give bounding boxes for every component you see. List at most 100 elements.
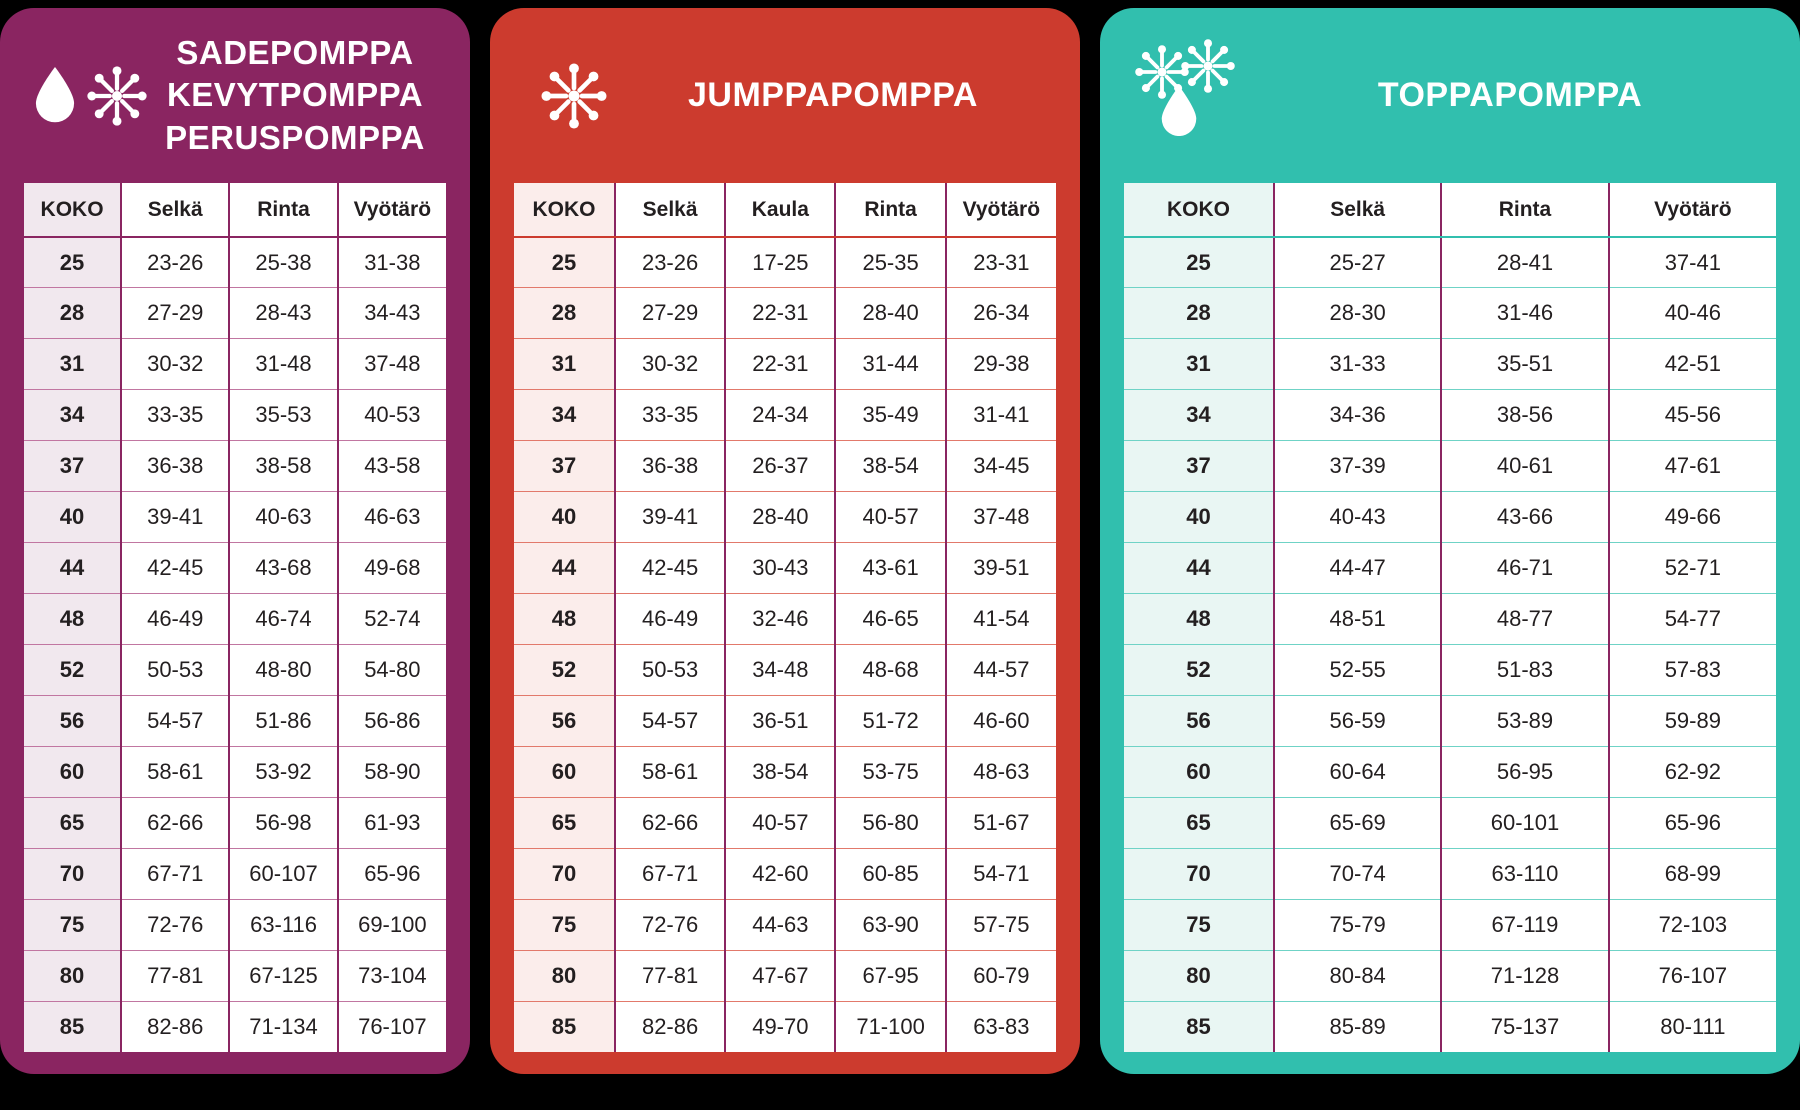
table-row: 70 67-71 60-107 65-96: [24, 847, 446, 900]
measurement-cell: 57-75: [945, 898, 1056, 951]
measurement-cell: 67-71: [121, 847, 231, 900]
measurement-cell: 54-77: [1608, 593, 1776, 645]
size-cell: 70: [514, 847, 616, 900]
measurement-cell: 70-74: [1274, 847, 1443, 900]
table-row: 75 72-76 44-63 63-90 57-75: [514, 898, 1056, 951]
size-cell: 48: [1124, 593, 1275, 645]
column-header: KOKO: [514, 183, 616, 238]
size-cell: 65: [1124, 796, 1275, 849]
measurement-cell: 52-74: [337, 593, 446, 645]
measurement-cell: 30-43: [725, 542, 837, 594]
droplet-icon: [34, 67, 76, 123]
table-row: 80 77-81 47-67 67-95 60-79: [514, 949, 1056, 1002]
size-cell: 60: [24, 745, 123, 798]
measurement-cell: 37-41: [1608, 236, 1776, 288]
measurement-cell: 48-77: [1441, 593, 1610, 645]
measurement-cell: 43-66: [1441, 491, 1610, 543]
measurement-cell: 52-55: [1274, 644, 1443, 696]
column-header: Rinta: [1441, 183, 1610, 238]
measurement-cell: 48-68: [835, 644, 947, 696]
size-cell: 25: [1124, 236, 1275, 288]
table-row: 56 54-57 51-86 56-86: [24, 694, 446, 747]
measurement-cell: 46-60: [945, 694, 1056, 747]
table-row: 48 48-51 48-77 54-77: [1124, 593, 1776, 645]
size-cell: 25: [514, 236, 616, 288]
measurement-cell: 32-46: [725, 593, 837, 645]
measurement-cell: 42-45: [121, 542, 231, 594]
measurement-cell: 58-61: [614, 745, 727, 798]
table-row: 31 30-32 22-31 31-44 29-38: [514, 338, 1056, 390]
size-cell: 56: [514, 694, 616, 747]
measurement-cell: 38-54: [835, 440, 947, 492]
measurement-cell: 40-57: [725, 796, 837, 849]
measurement-cell: 72-103: [1608, 898, 1776, 951]
snowflake-icon: [1134, 44, 1190, 100]
column-header: Rinta: [229, 183, 339, 238]
size-cell: 34: [24, 389, 123, 441]
measurement-cell: 48-63: [945, 745, 1056, 798]
table-row: 60 58-61 38-54 53-75 48-63: [514, 745, 1056, 798]
measurement-cell: 34-43: [337, 287, 446, 339]
measurement-cell: 44-57: [945, 644, 1056, 696]
measurement-cell: 44-47: [1274, 542, 1443, 594]
measurement-cell: 46-65: [835, 593, 947, 645]
size-cell: 80: [1124, 949, 1275, 1002]
table-row: 60 58-61 53-92 58-90: [24, 745, 446, 798]
measurement-cell: 42-45: [614, 542, 727, 594]
table-row: 60 60-64 56-95 62-92: [1124, 745, 1776, 798]
panel-title: TOPPAPOMPPA: [1242, 74, 1772, 118]
measurement-cell: 26-34: [945, 287, 1056, 339]
size-cell: 60: [514, 745, 616, 798]
panel-title: JUMPPAPOMPPA: [608, 74, 1052, 118]
panel-title-line: JUMPPAPOMPPA: [687, 75, 978, 114]
size-cell: 44: [514, 542, 616, 594]
measurement-cell: 27-29: [614, 287, 727, 339]
table-row: 34 33-35 35-53 40-53: [24, 389, 446, 441]
measurement-cell: 23-31: [945, 236, 1056, 288]
table-row: 40 39-41 28-40 40-57 37-48: [514, 491, 1056, 543]
measurement-cell: 51-72: [835, 694, 947, 747]
measurement-cell: 71-128: [1441, 949, 1610, 1002]
measurement-cell: 56-59: [1274, 694, 1443, 747]
measurement-cell: 48-80: [229, 644, 339, 696]
measurement-cell: 67-71: [614, 847, 727, 900]
measurement-cell: 62-66: [121, 796, 231, 849]
column-header: KOKO: [1124, 183, 1275, 238]
measurement-cell: 54-57: [614, 694, 727, 747]
table-row: 85 82-86 71-134 76-107: [24, 1000, 446, 1052]
table-row: 85 82-86 49-70 71-100 63-83: [514, 1000, 1056, 1052]
measurement-cell: 37-39: [1274, 440, 1443, 492]
table-row: 80 80-84 71-128 76-107: [1124, 949, 1776, 1002]
measurement-cell: 28-30: [1274, 287, 1443, 339]
measurement-cell: 40-61: [1441, 440, 1610, 492]
measurement-cell: 47-61: [1608, 440, 1776, 492]
size-cell: 40: [24, 491, 123, 543]
measurement-cell: 25-38: [229, 236, 339, 288]
panel-toppapomppa: TOPPAPOMPPA KOKO Selkä Rinta Vyötärö 25 25-27 2…: [1100, 8, 1800, 1074]
table-row: 65 65-69 60-101 65-96: [1124, 796, 1776, 849]
table-row: 65 62-66 40-57 56-80 51-67: [514, 796, 1056, 849]
measurement-cell: 42-60: [725, 847, 837, 900]
measurement-cell: 43-68: [229, 542, 339, 594]
measurement-cell: 31-41: [945, 389, 1056, 441]
measurement-cell: 30-32: [121, 338, 231, 390]
size-cell: 37: [514, 440, 616, 492]
measurement-cell: 34-36: [1274, 389, 1443, 441]
measurement-cell: 28-43: [229, 287, 339, 339]
size-cell: 40: [1124, 491, 1275, 543]
table-row: 28 27-29 28-43 34-43: [24, 287, 446, 339]
measurement-cell: 56-98: [229, 796, 339, 849]
measurement-cell: 38-54: [725, 745, 837, 798]
measurement-cell: 45-56: [1608, 389, 1776, 441]
measurement-cell: 68-99: [1608, 847, 1776, 900]
measurement-cell: 28-40: [835, 287, 947, 339]
table-row: 25 23-26 25-38 31-38: [24, 236, 446, 288]
column-header: Selkä: [121, 183, 231, 238]
measurement-cell: 52-71: [1608, 542, 1776, 594]
table-row: 56 54-57 36-51 51-72 46-60: [514, 694, 1056, 747]
measurement-cell: 67-119: [1441, 898, 1610, 951]
table-row: 70 67-71 42-60 60-85 54-71: [514, 847, 1056, 900]
table-row: 52 52-55 51-83 57-83: [1124, 644, 1776, 696]
table-header-row: KOKO Selkä Rinta Vyötärö: [1124, 183, 1776, 238]
table-row: 25 25-27 28-41 37-41: [1124, 236, 1776, 288]
